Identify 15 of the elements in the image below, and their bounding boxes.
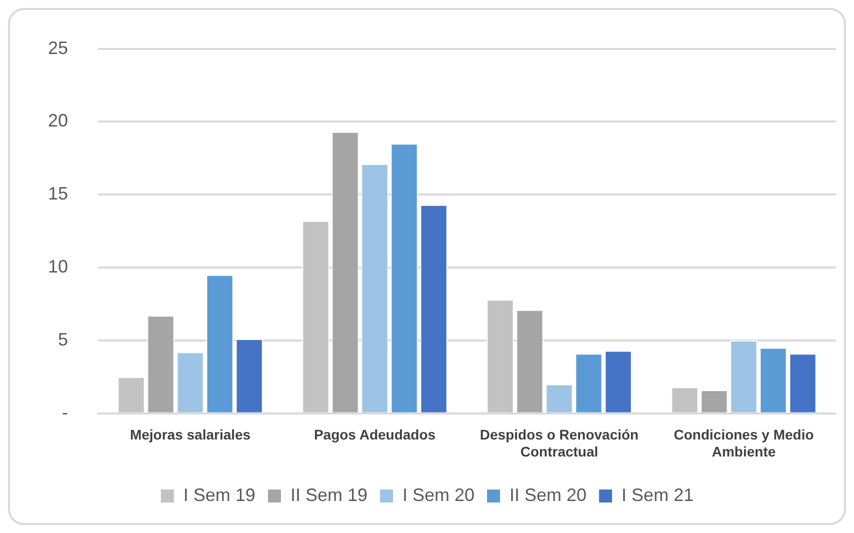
legend-label: I Sem 20 — [402, 484, 475, 505]
x-tick-label: Condiciones y Medio Ambiente — [674, 426, 814, 460]
y-tick-label: 5 — [58, 329, 68, 350]
y-tick-label: 20 — [48, 110, 68, 131]
y-tick-label: 25 — [48, 38, 68, 58]
legend-label: I Sem 21 — [622, 484, 694, 505]
x-tick-label: Despidos o Renovación Contractual — [480, 426, 639, 460]
y-tick-label: 10 — [48, 256, 68, 277]
y-tick-label: - — [62, 402, 68, 422]
x-tick-label: Mejoras salariales — [130, 426, 251, 443]
y-tick-label: 15 — [48, 184, 68, 204]
legend-label: II Sem 19 — [290, 484, 368, 505]
legend-label: I Sem 19 — [183, 484, 256, 505]
legend-label: II Sem 20 — [510, 484, 587, 505]
x-tick-label: Pagos Adeudados — [314, 426, 436, 443]
